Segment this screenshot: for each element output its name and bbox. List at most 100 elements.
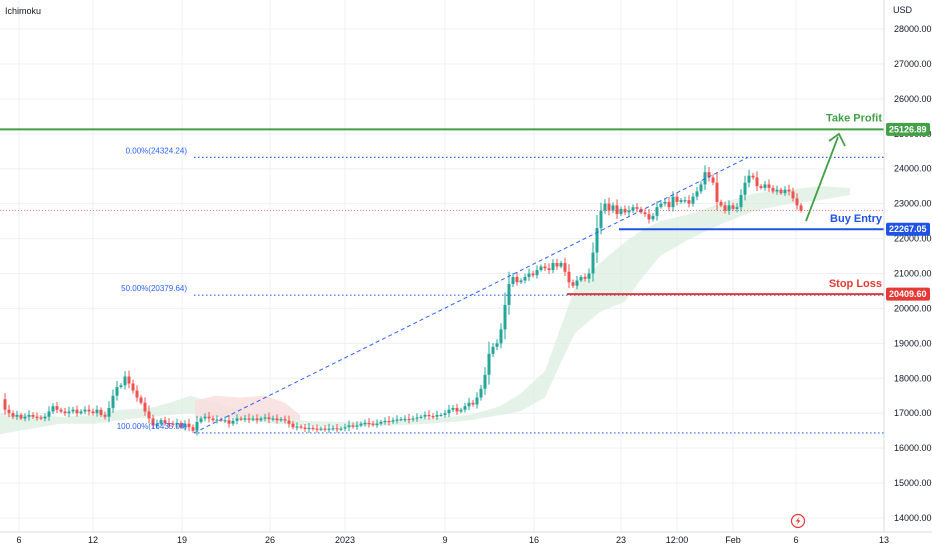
candle-body (75, 409, 79, 414)
candle-body (167, 422, 171, 425)
candle-body (523, 276, 527, 281)
candle-body (99, 409, 103, 415)
candle-body (671, 196, 675, 208)
candle-body (191, 427, 195, 431)
candle-body (243, 418, 247, 420)
take-profit-label: Take Profit (826, 112, 882, 124)
x-tick-label: Feb (725, 535, 741, 545)
y-tick-label: 28000.00 (894, 24, 932, 34)
candle-body (3, 399, 7, 410)
candle-body (755, 177, 759, 187)
candle-body (251, 418, 255, 420)
candle-body (751, 175, 755, 178)
candle-body (299, 426, 303, 428)
candle-body (371, 423, 375, 425)
price-axis[interactable]: 14000.00 15000.00 16000.00 17000.00 18000.00… (883, 0, 932, 532)
candle-body (131, 383, 135, 391)
candle-body (767, 184, 771, 188)
candle-body (315, 428, 319, 430)
candle-body (519, 280, 523, 283)
candle-body (227, 420, 231, 424)
candle-body (47, 411, 51, 417)
candle-body (687, 200, 691, 204)
candle-body (471, 402, 475, 405)
candle-body (547, 268, 551, 271)
candle-body (603, 203, 607, 211)
candle-body (399, 419, 403, 421)
candle-body (595, 228, 599, 253)
candle-body (591, 252, 595, 274)
candle-body (679, 200, 683, 202)
take-profit-price: 25126.89 (889, 124, 927, 134)
candle-body (139, 397, 143, 403)
candle-body (711, 177, 715, 183)
candle-body (247, 418, 251, 420)
candle-body (239, 418, 243, 420)
candle-body (447, 409, 451, 414)
candle-body (503, 304, 507, 330)
buy-entry-price: 22267.05 (889, 224, 927, 234)
x-tick-label: 2023 (335, 535, 355, 545)
candle-body (663, 201, 667, 204)
candle-body (607, 203, 611, 211)
y-tick-label: 21000.00 (894, 269, 932, 279)
candle-body (183, 423, 187, 428)
candle-body (11, 413, 15, 417)
candle-body (707, 172, 711, 178)
candle-body (23, 416, 27, 419)
candle-body (559, 263, 563, 267)
candle-body (259, 418, 263, 421)
candle-body (391, 420, 395, 422)
candle-body (383, 420, 387, 423)
candle-body (631, 207, 635, 211)
candle-body (91, 411, 95, 414)
x-tick-label: 6 (16, 535, 21, 545)
take-profit-arrow[interactable] (805, 136, 839, 222)
candle-body (171, 423, 175, 425)
candle-body (63, 411, 67, 414)
x-tick-label: 6 (793, 535, 798, 545)
time-axis[interactable]: 6 12 19 26 2023 9 16 23 12:00 Feb 6 13 (0, 531, 932, 545)
candle-body (355, 425, 359, 427)
candle-body (311, 427, 315, 430)
candle-body (367, 422, 371, 425)
y-tick-label: 18000.00 (894, 373, 932, 383)
stop-loss-price: 20409.60 (889, 289, 927, 299)
y-tick-label: 20000.00 (894, 303, 932, 313)
candle-body (387, 420, 391, 423)
candle-body (303, 427, 307, 429)
candle-body (627, 210, 631, 213)
candle-body (275, 418, 279, 421)
candle-body (87, 409, 91, 412)
y-tick-label: 23000.00 (894, 199, 932, 209)
candle-body (199, 418, 203, 422)
candle-body (223, 420, 227, 422)
x-tick-label: 19 (177, 535, 187, 545)
buy-entry-price-badge (886, 222, 930, 236)
candle-body (83, 409, 87, 412)
lightning-icon[interactable] (790, 513, 806, 529)
candle-body (599, 210, 603, 229)
x-tick-label: 12:00 (666, 535, 689, 545)
candle-body (659, 203, 663, 208)
candle-body (435, 414, 439, 417)
candle-body (527, 273, 531, 277)
candle-body (699, 184, 703, 192)
candle-body (427, 414, 431, 417)
price-badges: 25126.89 22267.05 20409.60 (886, 122, 930, 301)
candle-body (555, 263, 559, 267)
candle-body (51, 406, 55, 412)
candle-body (231, 420, 235, 424)
candle-body (583, 276, 587, 279)
candle-body (443, 413, 447, 415)
candle-body (723, 205, 727, 211)
candle-body (787, 189, 791, 192)
candle-body (799, 205, 803, 211)
candle-body (155, 423, 159, 426)
candle-body (215, 419, 219, 421)
candle-body (203, 416, 207, 419)
candle-body (175, 422, 179, 425)
candle-body (283, 419, 287, 421)
candle-body (783, 189, 787, 194)
